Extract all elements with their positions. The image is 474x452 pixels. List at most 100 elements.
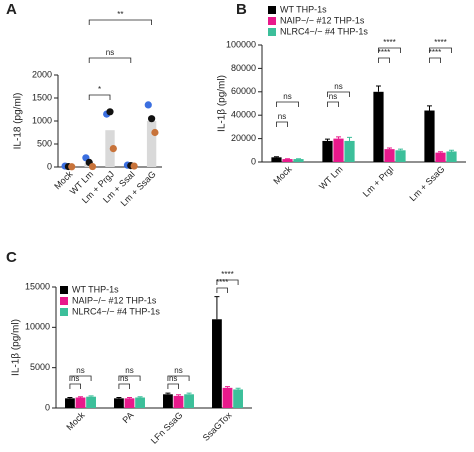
bar [333, 138, 344, 162]
data-point [130, 162, 138, 170]
y-tick-label: 1500 [32, 92, 52, 102]
significance-label: ns [174, 366, 182, 375]
legend-label: WT THP-1s [280, 4, 327, 14]
significance-label: **** [429, 48, 441, 57]
error-bar [347, 136, 353, 141]
significance-label: **** [221, 270, 233, 279]
bar [114, 398, 124, 408]
significance-label: ns [334, 82, 342, 91]
x-tick-label: SsaGTox [201, 410, 234, 443]
legend-swatch [60, 308, 68, 316]
significance-bracket [378, 47, 401, 53]
error-bar [426, 105, 432, 111]
legend-swatch [268, 28, 276, 36]
bar [293, 159, 304, 162]
significance-label: **** [378, 48, 390, 57]
data-point [106, 108, 114, 116]
x-tick-label: WT Lm [317, 164, 344, 191]
bar [435, 152, 446, 162]
bar [124, 398, 135, 408]
significance-bracket [276, 101, 299, 107]
error-bar [324, 138, 330, 141]
error-bar [78, 396, 83, 398]
error-bar [449, 149, 455, 152]
significance-label: **** [434, 38, 446, 47]
significance-label: ns [106, 48, 114, 57]
x-tick-label: Lm + SsaG [408, 164, 447, 203]
significance-bracket [216, 287, 228, 293]
panel-label: B [236, 1, 247, 18]
error-bar [235, 387, 241, 390]
bar [384, 149, 395, 162]
y-tick-label: 15000 [25, 281, 50, 291]
error-bar [88, 395, 94, 397]
error-bar [165, 392, 171, 395]
panel-label: C [6, 249, 17, 266]
significance-bracket [167, 375, 190, 381]
significance-bracket [276, 121, 288, 127]
x-tick-label: Mock [271, 164, 294, 187]
significance-label: ns [169, 374, 177, 383]
y-tick-label: 10000 [25, 322, 50, 332]
error-bar [176, 394, 181, 396]
significance-bracket [429, 57, 441, 63]
legend-label: NAIP−/− #12 THP-1s [280, 15, 365, 25]
legend-label: NAIP−/− #12 THP-1s [72, 295, 157, 305]
bar [184, 394, 194, 408]
y-tick-label: 500 [37, 138, 52, 148]
significance-bracket [88, 94, 111, 100]
significance-label: ns [125, 366, 133, 375]
y-tick-label: 0 [251, 156, 256, 166]
x-tick-label: PA [121, 410, 136, 425]
significance-label: ns [278, 112, 286, 121]
error-bar [137, 396, 143, 398]
y-tick-label: 0 [47, 161, 52, 171]
error-bar [336, 136, 341, 139]
error-bar [438, 151, 443, 153]
significance-label: ns [283, 92, 291, 101]
significance-label: ns [120, 374, 128, 383]
data-point [68, 163, 76, 171]
bar [344, 140, 355, 162]
bar [86, 396, 96, 408]
legend-swatch [60, 297, 68, 305]
significance-bracket [216, 279, 239, 285]
data-point [151, 128, 159, 137]
significance-bracket [378, 57, 390, 63]
bar [322, 140, 333, 162]
data-point [88, 162, 97, 171]
legend-label: WT THP-1s [72, 284, 119, 294]
significance-label: ** [117, 10, 123, 19]
error-bar [375, 85, 381, 92]
bar [212, 319, 222, 408]
x-tick-label: Lm + PrgI [361, 164, 396, 199]
data-point [148, 115, 156, 123]
legend-swatch [268, 17, 276, 25]
significance-label: **** [216, 278, 228, 287]
bar [75, 397, 86, 408]
error-bar [127, 397, 132, 399]
data-point [109, 145, 117, 153]
bar [163, 394, 173, 408]
y-tick-label: 1000 [32, 115, 52, 125]
significance-label: ns [71, 374, 79, 383]
error-bar [225, 386, 230, 388]
y-axis-label: IL-1β (pg/ml) [217, 75, 228, 132]
significance-bracket [327, 101, 339, 107]
significance-bracket [88, 57, 132, 63]
significance-bracket [327, 91, 350, 97]
bar [395, 150, 406, 162]
significance-bracket [167, 383, 179, 389]
significance-bracket [69, 375, 92, 381]
y-tick-label: 40000 [231, 110, 256, 120]
bar [446, 151, 457, 162]
bar [135, 397, 145, 408]
significance-bracket [69, 383, 81, 389]
error-bar [116, 397, 122, 399]
significance-label: **** [383, 38, 395, 47]
bar [373, 91, 384, 162]
x-tick-label: LFn SsaG [149, 410, 185, 446]
y-tick-label: 60000 [231, 86, 256, 96]
bar [173, 395, 184, 408]
